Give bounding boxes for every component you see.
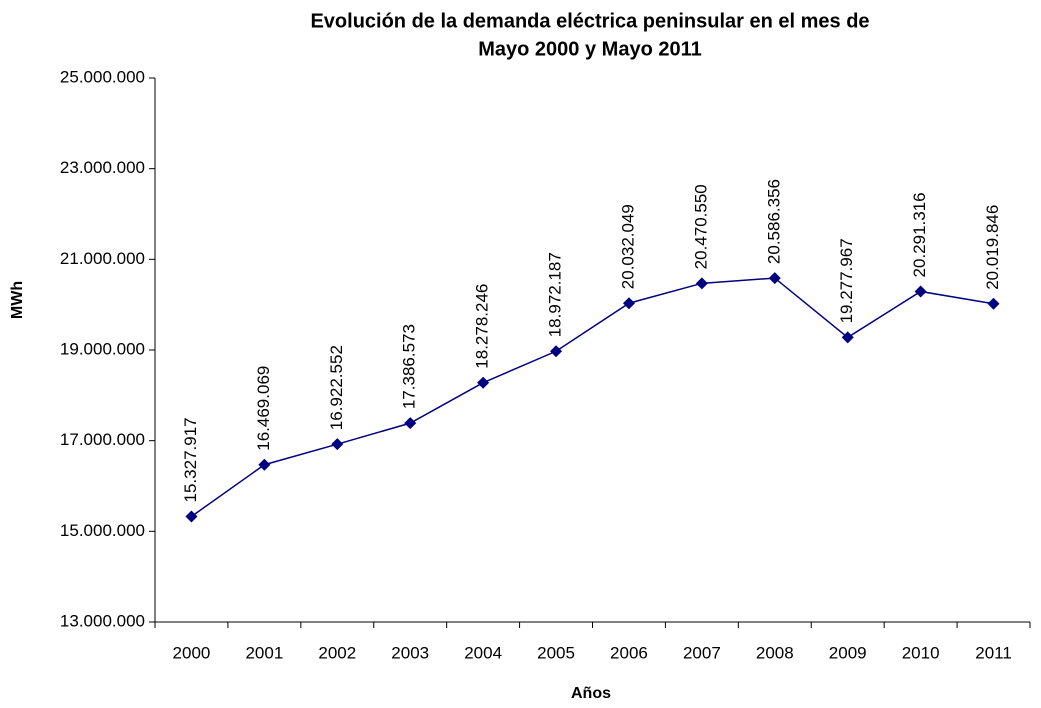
marker <box>768 272 781 285</box>
x-tick-label: 2000 <box>173 643 211 662</box>
data-label: 17.386.573 <box>400 324 419 409</box>
marker <box>550 345 563 358</box>
marker <box>695 277 708 290</box>
data-label: 20.019.846 <box>983 205 1002 290</box>
y-tick-label: 17.000.000 <box>60 430 145 449</box>
data-label: 19.277.967 <box>837 238 856 323</box>
data-label: 18.278.246 <box>473 284 492 369</box>
marker <box>622 297 635 310</box>
x-tick-label: 2009 <box>829 643 867 662</box>
data-label: 20.586.356 <box>764 179 783 264</box>
x-axis-title: Años <box>571 685 611 702</box>
x-tick-label: 2004 <box>464 643 502 662</box>
data-label: 16.922.552 <box>327 345 346 430</box>
marker <box>404 417 417 430</box>
marker <box>258 458 271 471</box>
line <box>191 277 994 518</box>
y-tick-label: 15.000.000 <box>60 521 145 540</box>
marker <box>185 510 198 523</box>
x-tick-label: 2006 <box>610 643 648 662</box>
y-axis-title: MWh <box>9 281 26 319</box>
x-tick-label: 2011 <box>975 643 1012 662</box>
x-tick-label: 2010 <box>902 643 940 662</box>
y-tick-label: 25.000.000 <box>60 67 145 86</box>
x-tick-label: 2003 <box>391 643 429 662</box>
x-tick-label: 2008 <box>756 643 794 662</box>
y-tick-label: 19.000.000 <box>60 339 145 358</box>
data-label: 20.291.316 <box>910 192 929 277</box>
data-label: 15.327.917 <box>181 417 200 502</box>
marker <box>914 285 927 298</box>
y-tick-label: 13.000.000 <box>60 611 145 630</box>
marker <box>331 438 344 451</box>
data-label: 20.032.049 <box>618 204 637 289</box>
x-tick-label: 2005 <box>537 643 575 662</box>
x-tick-label: 2001 <box>245 643 283 662</box>
marker <box>841 331 854 344</box>
x-tick-label: 2007 <box>683 643 721 662</box>
chart-title: Mayo 2000 y Mayo 2011 <box>478 38 701 60</box>
data-label: 18.972.187 <box>546 252 565 337</box>
y-tick-label: 23.000.000 <box>60 158 145 177</box>
x-tick-label: 2002 <box>318 643 356 662</box>
y-tick-label: 21.000.000 <box>60 249 145 268</box>
data-label: 20.470.550 <box>691 184 710 269</box>
chart-title: Evolución de la demanda eléctrica penins… <box>310 10 869 32</box>
marker <box>477 376 490 389</box>
data-label: 16.469.069 <box>254 366 273 451</box>
marker <box>987 297 1000 310</box>
